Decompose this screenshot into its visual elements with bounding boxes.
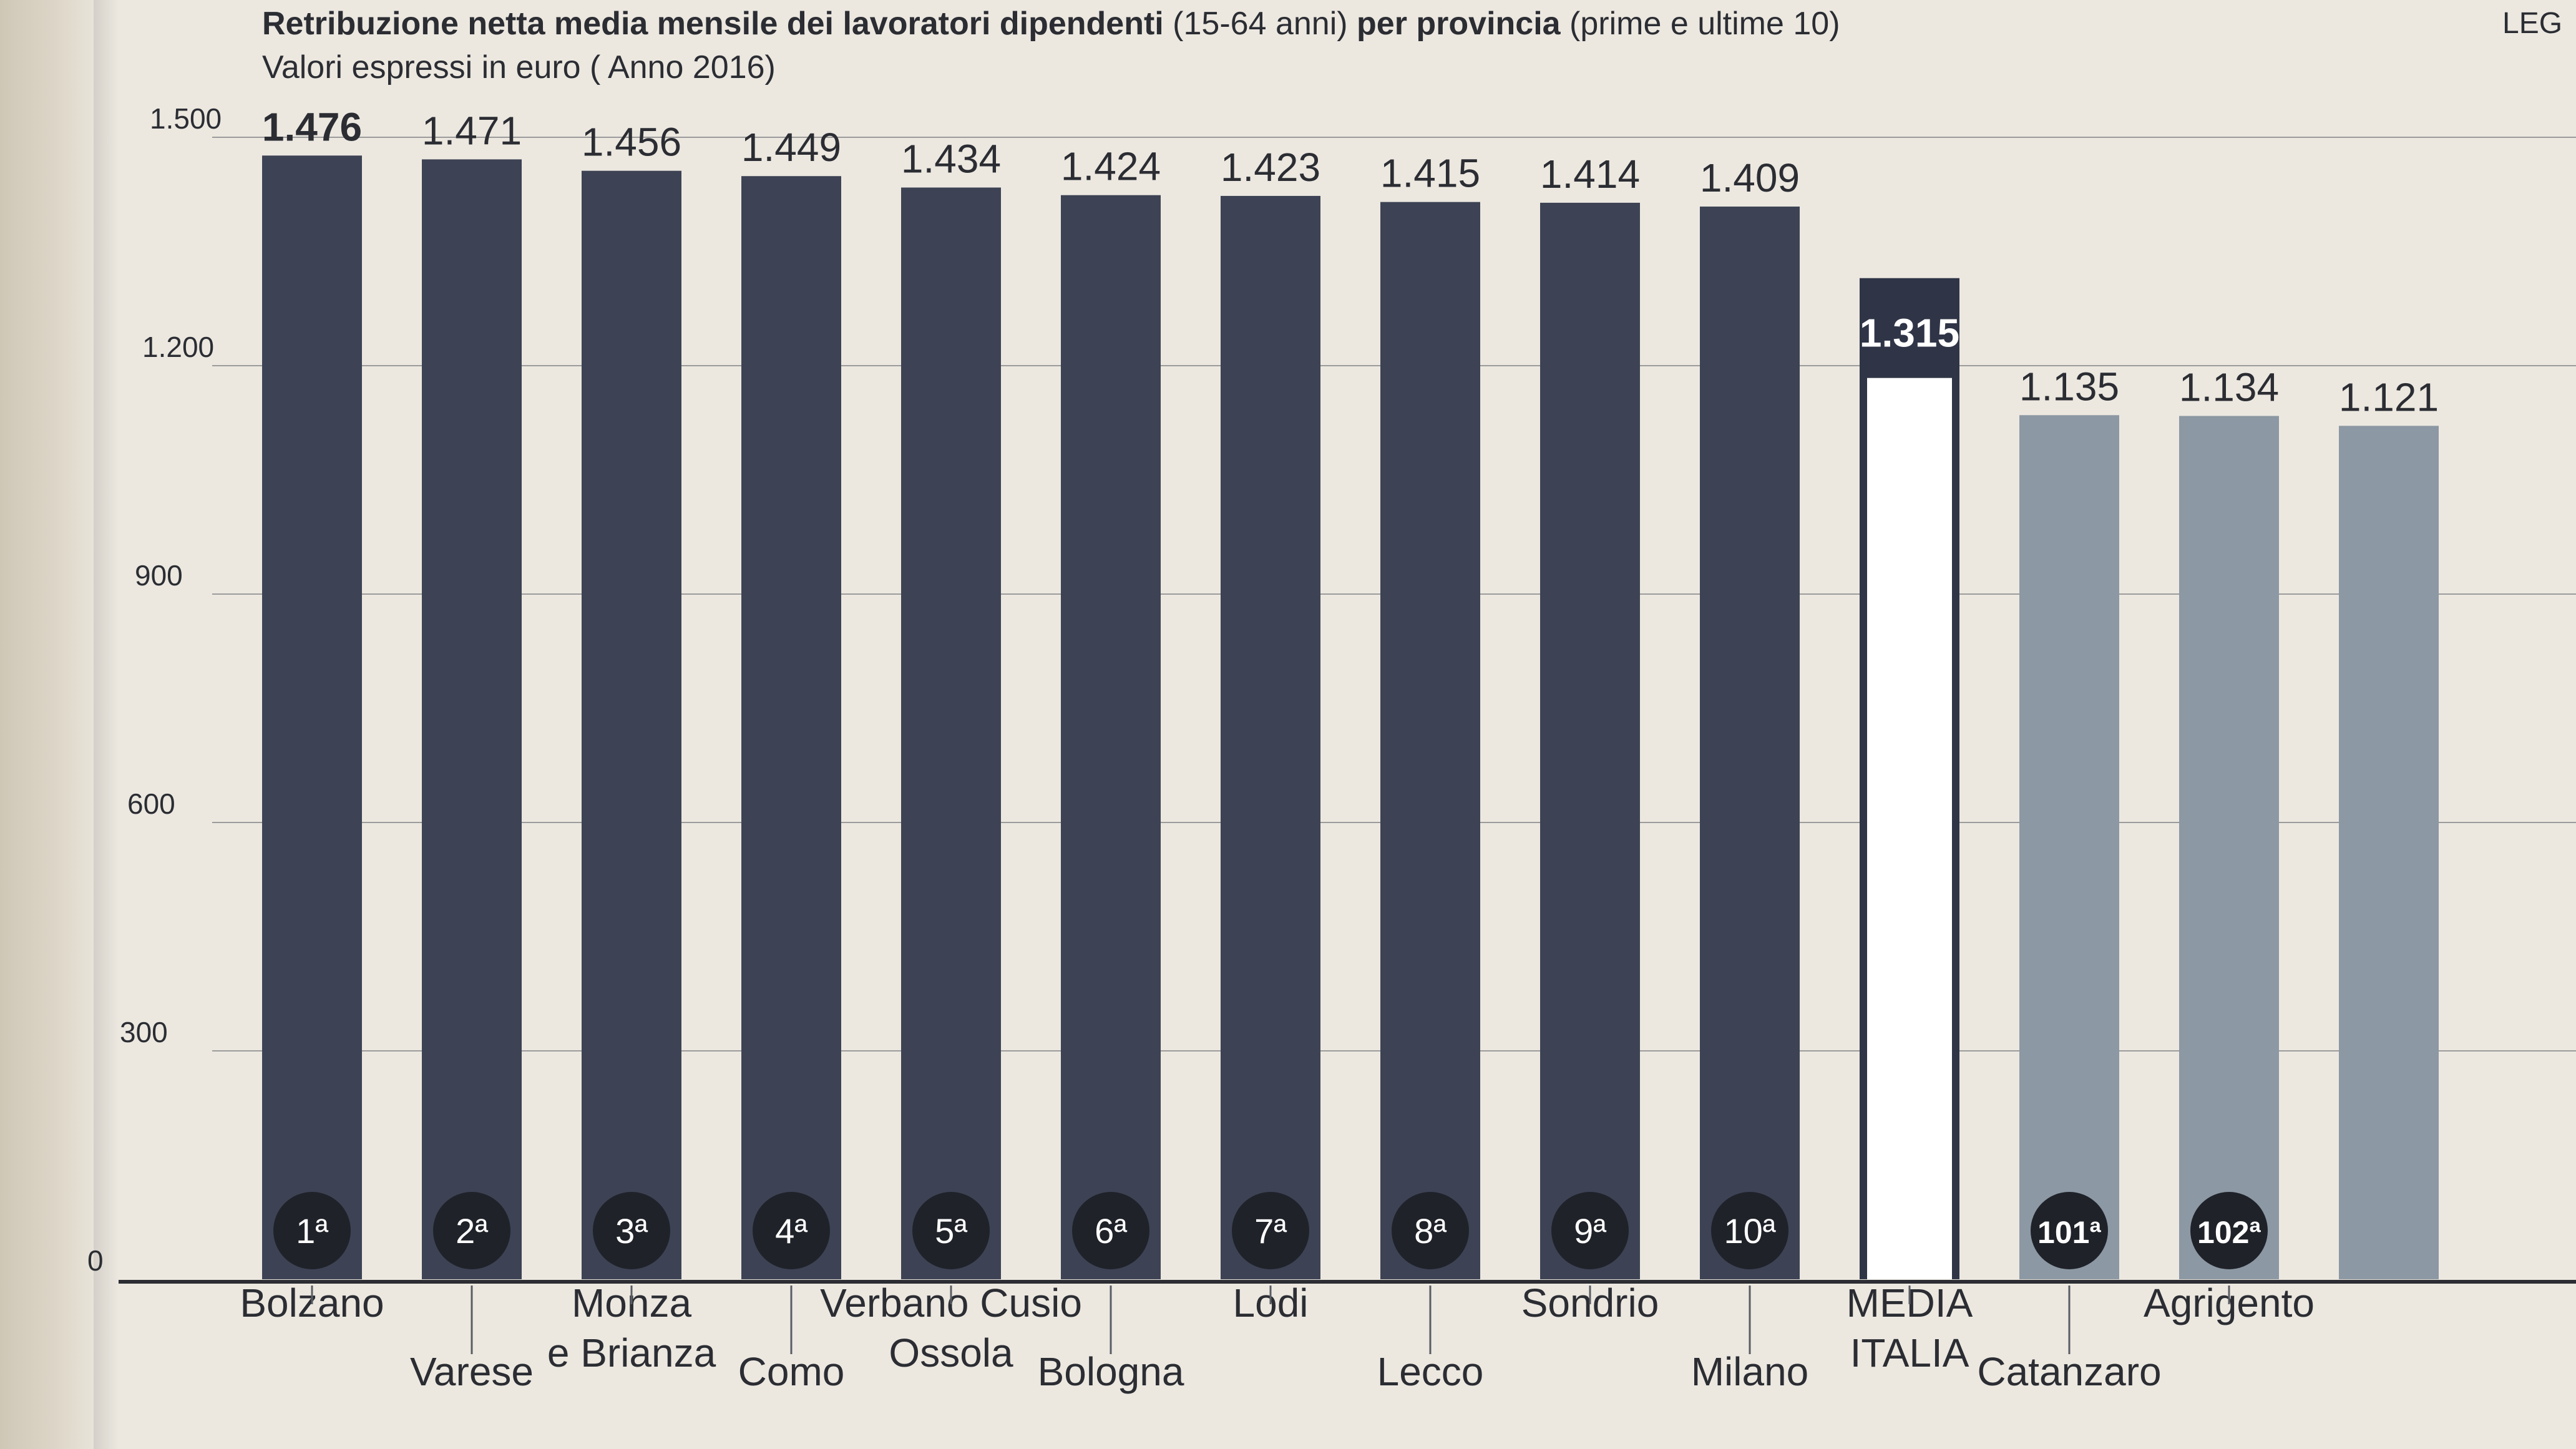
rank-badge — [2190, 1192, 2268, 1269]
rank-label: 4ª — [775, 1211, 807, 1251]
rank-label: 101ª — [2037, 1215, 2101, 1250]
rank-label: 2ª — [456, 1211, 488, 1251]
value-label: 1.135 — [2019, 364, 2119, 409]
rank-badge — [1392, 1192, 1469, 1269]
category-label: MEDIA ITALIA — [1847, 1281, 1973, 1375]
rank-badge — [1711, 1192, 1788, 1269]
category-label: Milano — [1691, 1349, 1809, 1394]
bar — [901, 187, 1001, 1279]
bar — [2179, 416, 2279, 1279]
category-label: Lecco — [1377, 1349, 1484, 1394]
y-tick-label: 0 — [87, 1244, 104, 1277]
rank-badge — [753, 1192, 830, 1269]
title-part-1: Retribuzione netta media mensile dei lav… — [262, 6, 1164, 42]
bar — [1061, 195, 1161, 1280]
bar — [2019, 415, 2119, 1279]
value-label: 1.424 — [1061, 144, 1161, 189]
rank-label: 102ª — [2197, 1215, 2261, 1250]
y-tick-label: 300 — [120, 1016, 168, 1048]
chart-title: Retribuzione netta media mensile dei lav… — [262, 4, 1840, 44]
bar — [2339, 426, 2439, 1279]
value-label: 1.471 — [422, 108, 522, 153]
bar-media-italia-inner — [1867, 378, 1952, 1280]
title-part-3: per provincia — [1357, 6, 1561, 42]
rank-label: 3ª — [615, 1211, 648, 1251]
rank-label: 8ª — [1414, 1211, 1447, 1251]
rank-badge — [1072, 1192, 1149, 1269]
rank-badge — [433, 1192, 510, 1269]
value-label: 1.415 — [1380, 151, 1480, 196]
rank-badge — [1232, 1192, 1309, 1269]
bar — [582, 170, 681, 1280]
y-axis-ticks: 0 300 600 900 1.200 1.500 — [87, 102, 222, 1277]
bar — [1540, 202, 1640, 1279]
y-tick-label: 1.500 — [150, 102, 222, 135]
bars — [262, 155, 2439, 1280]
y-tick-label: 900 — [135, 559, 183, 592]
bar — [1380, 202, 1480, 1280]
rank-label: 9ª — [1574, 1211, 1606, 1251]
rank-badge — [593, 1192, 670, 1269]
value-labels: 1.476 1.471 1.456 1.449 1.434 1.424 1.423 1.415… — [262, 104, 2439, 419]
value-label: 1.449 — [741, 125, 841, 170]
page-fold-shadow — [94, 0, 119, 1449]
category-label: Catanzaro — [1977, 1349, 2161, 1394]
y-tick-label: 1.200 — [142, 331, 214, 363]
rank-badges: 1ª 2ª 3ª 4ª 5ª 6ª 7ª 8ª 9ª 10ª 101ª 102ª — [273, 1192, 2268, 1269]
rank-badge — [273, 1192, 351, 1269]
category-label: Bologna — [1038, 1349, 1184, 1394]
rank-label: 5ª — [935, 1211, 967, 1251]
rank-badge — [912, 1192, 990, 1269]
rank-label: 10ª — [1724, 1211, 1775, 1251]
bar — [1700, 207, 1800, 1279]
bar — [422, 159, 522, 1279]
value-label: 1.456 — [582, 120, 681, 165]
value-label: 1.409 — [1700, 155, 1800, 200]
chart-subtitle: Valori espressi in euro ( Anno 2016) — [262, 49, 776, 85]
corner-tag: LEG — [2502, 7, 2563, 40]
page-edge — [0, 0, 94, 1449]
category-label: Como — [738, 1349, 845, 1394]
rank-badge — [1551, 1192, 1629, 1269]
value-label: 1.315 — [1860, 311, 1959, 356]
rank-label: 1ª — [296, 1211, 328, 1251]
y-tick-label: 600 — [127, 788, 175, 820]
bar — [741, 176, 841, 1280]
value-label: 1.121 — [2339, 374, 2439, 419]
value-label: 1.134 — [2179, 365, 2279, 410]
title-part-2: (15-64 anni) — [1163, 6, 1357, 42]
value-label: 1.434 — [901, 137, 1001, 182]
value-label: 1.476 — [262, 104, 362, 149]
rank-badge — [2031, 1192, 2108, 1269]
rank-label: 6ª — [1095, 1211, 1127, 1251]
value-label: 1.414 — [1540, 152, 1640, 197]
bar — [1221, 195, 1320, 1280]
bar — [262, 155, 362, 1279]
value-label: 1.423 — [1221, 145, 1320, 190]
category-label: Varese — [410, 1349, 534, 1394]
rank-label: 7ª — [1254, 1211, 1287, 1251]
title-part-4: (prime e ultime 10) — [1560, 6, 1840, 42]
